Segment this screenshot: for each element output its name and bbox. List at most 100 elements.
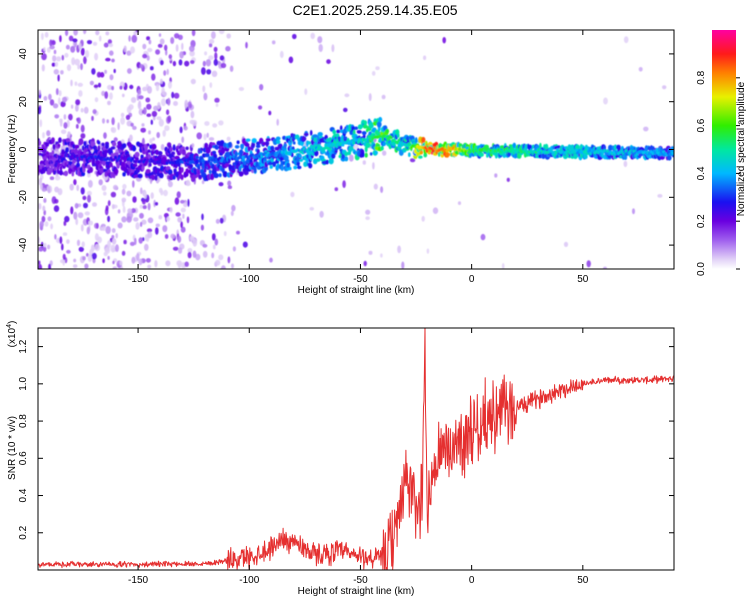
spectrogram-dot	[117, 222, 123, 229]
spectrogram-dot	[136, 93, 140, 101]
spectrogram-dot	[218, 182, 224, 187]
ridge-core-dot	[162, 161, 166, 165]
ridge-dot	[309, 130, 313, 136]
spectrogram-dot	[121, 197, 127, 203]
spectrogram-dot	[380, 253, 383, 258]
spectrogram-dot	[76, 117, 81, 124]
spectrogram-dot	[137, 89, 142, 96]
spectrogram-dot	[47, 216, 52, 222]
spectrogram-dot	[49, 176, 55, 180]
spectrogram-dot	[110, 191, 117, 198]
ridge-dot	[354, 126, 359, 130]
ridge-dot	[408, 152, 411, 157]
ridge-dot	[239, 149, 244, 155]
spectrogram-dot	[245, 41, 248, 49]
spectrogram-dot	[173, 92, 180, 99]
y-tick-label: -20	[18, 190, 29, 205]
snr-x-ticks: -150 -100 -50 0 50	[128, 328, 589, 586]
spectrogram-dot	[167, 180, 173, 188]
spectrogram-dot	[70, 206, 74, 215]
spectrogram-dot	[126, 68, 132, 74]
spectrogram-dot	[120, 117, 125, 125]
ridge-dot	[494, 152, 498, 159]
spectrogram-dot	[140, 187, 143, 195]
snr-scale-note: (x104)	[6, 321, 18, 348]
ridge-dot	[209, 173, 215, 181]
spectrogram-dot	[276, 118, 280, 126]
spectrogram-dot	[129, 241, 135, 246]
ridge-dot	[303, 132, 309, 137]
ridge-dot	[115, 152, 119, 157]
spectrogram-dot	[87, 194, 91, 203]
spectrogram-dot	[423, 55, 427, 61]
ridge-core-dot	[671, 151, 674, 156]
spectrogram-dot	[163, 189, 168, 197]
spectrogram-dot	[80, 133, 86, 139]
ridge-core-dot	[423, 146, 427, 150]
ridge-dot	[181, 146, 186, 151]
spectrogram-dot	[68, 113, 73, 121]
ridge-dot	[157, 151, 163, 156]
spectrogram-dot	[62, 232, 68, 236]
spectrogram-dot	[191, 30, 196, 37]
ridge-core-dot	[135, 157, 139, 161]
spectrogram-dot	[96, 71, 102, 78]
spectrogram-dot	[158, 33, 162, 37]
ridge-dot	[52, 143, 56, 151]
spectrogram-dot	[139, 221, 143, 227]
spectrogram-dot	[42, 132, 45, 139]
ridge-dot	[292, 141, 296, 145]
ridge-dot	[251, 138, 257, 144]
spectrogram-dot	[67, 131, 71, 140]
spectrogram-dot	[47, 244, 51, 250]
spectrogram-dot	[156, 116, 162, 120]
ridge-dot	[215, 145, 219, 150]
ridge-dot	[140, 154, 144, 159]
ridge-dot	[265, 140, 270, 146]
spectrogram-dot	[113, 68, 116, 74]
spectrogram-dot	[152, 137, 155, 141]
spectrogram-dot	[141, 219, 147, 225]
spectrogram-dot	[172, 60, 177, 67]
ridge-core-dot	[658, 152, 662, 157]
ridge-dot	[286, 162, 291, 168]
spectrogram-dot	[165, 49, 168, 56]
spectrogram-dot	[146, 113, 152, 117]
spectrogram-dot	[130, 122, 134, 127]
ridge-dot	[172, 144, 176, 152]
spectrogram-dot	[49, 99, 55, 106]
spectrogram-dot	[180, 221, 183, 229]
spectrogram-dot	[59, 118, 63, 123]
colorbar: 0.0 0.2 0.4 0.6 0.8 Normalized spectral ampl…	[696, 30, 747, 276]
spectrogram-dot	[147, 231, 153, 239]
spectrogram-dot	[129, 134, 133, 142]
spectrogram-dot	[227, 185, 233, 189]
y-tick-label: 0	[18, 146, 29, 152]
spectrogram-dot	[78, 246, 85, 252]
ridge-dot	[332, 129, 337, 135]
ridge-dot	[349, 146, 354, 152]
spectrogram-dot	[111, 238, 117, 245]
ridge-dot	[417, 155, 423, 159]
spectrogram-dot	[61, 54, 65, 61]
spectrogram-dot	[60, 101, 66, 108]
ridge-dot	[73, 148, 79, 155]
ridge-dot	[53, 169, 57, 175]
spectrogram-dot	[368, 93, 372, 102]
spectrogram-dot	[83, 30, 87, 35]
spectrogram-dot	[177, 235, 182, 243]
spectrogram-dot	[201, 180, 205, 185]
spectrogram-dot	[146, 228, 153, 233]
spectrogram-dot	[119, 85, 123, 90]
spectrogram-dot	[603, 266, 607, 269]
spectrogram-dot	[175, 44, 179, 52]
spectrogram-dot	[96, 222, 99, 229]
spectrogram-dot	[157, 102, 161, 109]
ridge-dot	[148, 162, 152, 167]
spectrogram-dot	[160, 189, 164, 196]
ridge-dot	[341, 153, 346, 160]
spectrogram-dot	[42, 205, 46, 212]
spectrogram-dot	[111, 58, 115, 63]
spectrogram-dot	[168, 54, 173, 59]
spectrogram-dot	[107, 84, 113, 91]
